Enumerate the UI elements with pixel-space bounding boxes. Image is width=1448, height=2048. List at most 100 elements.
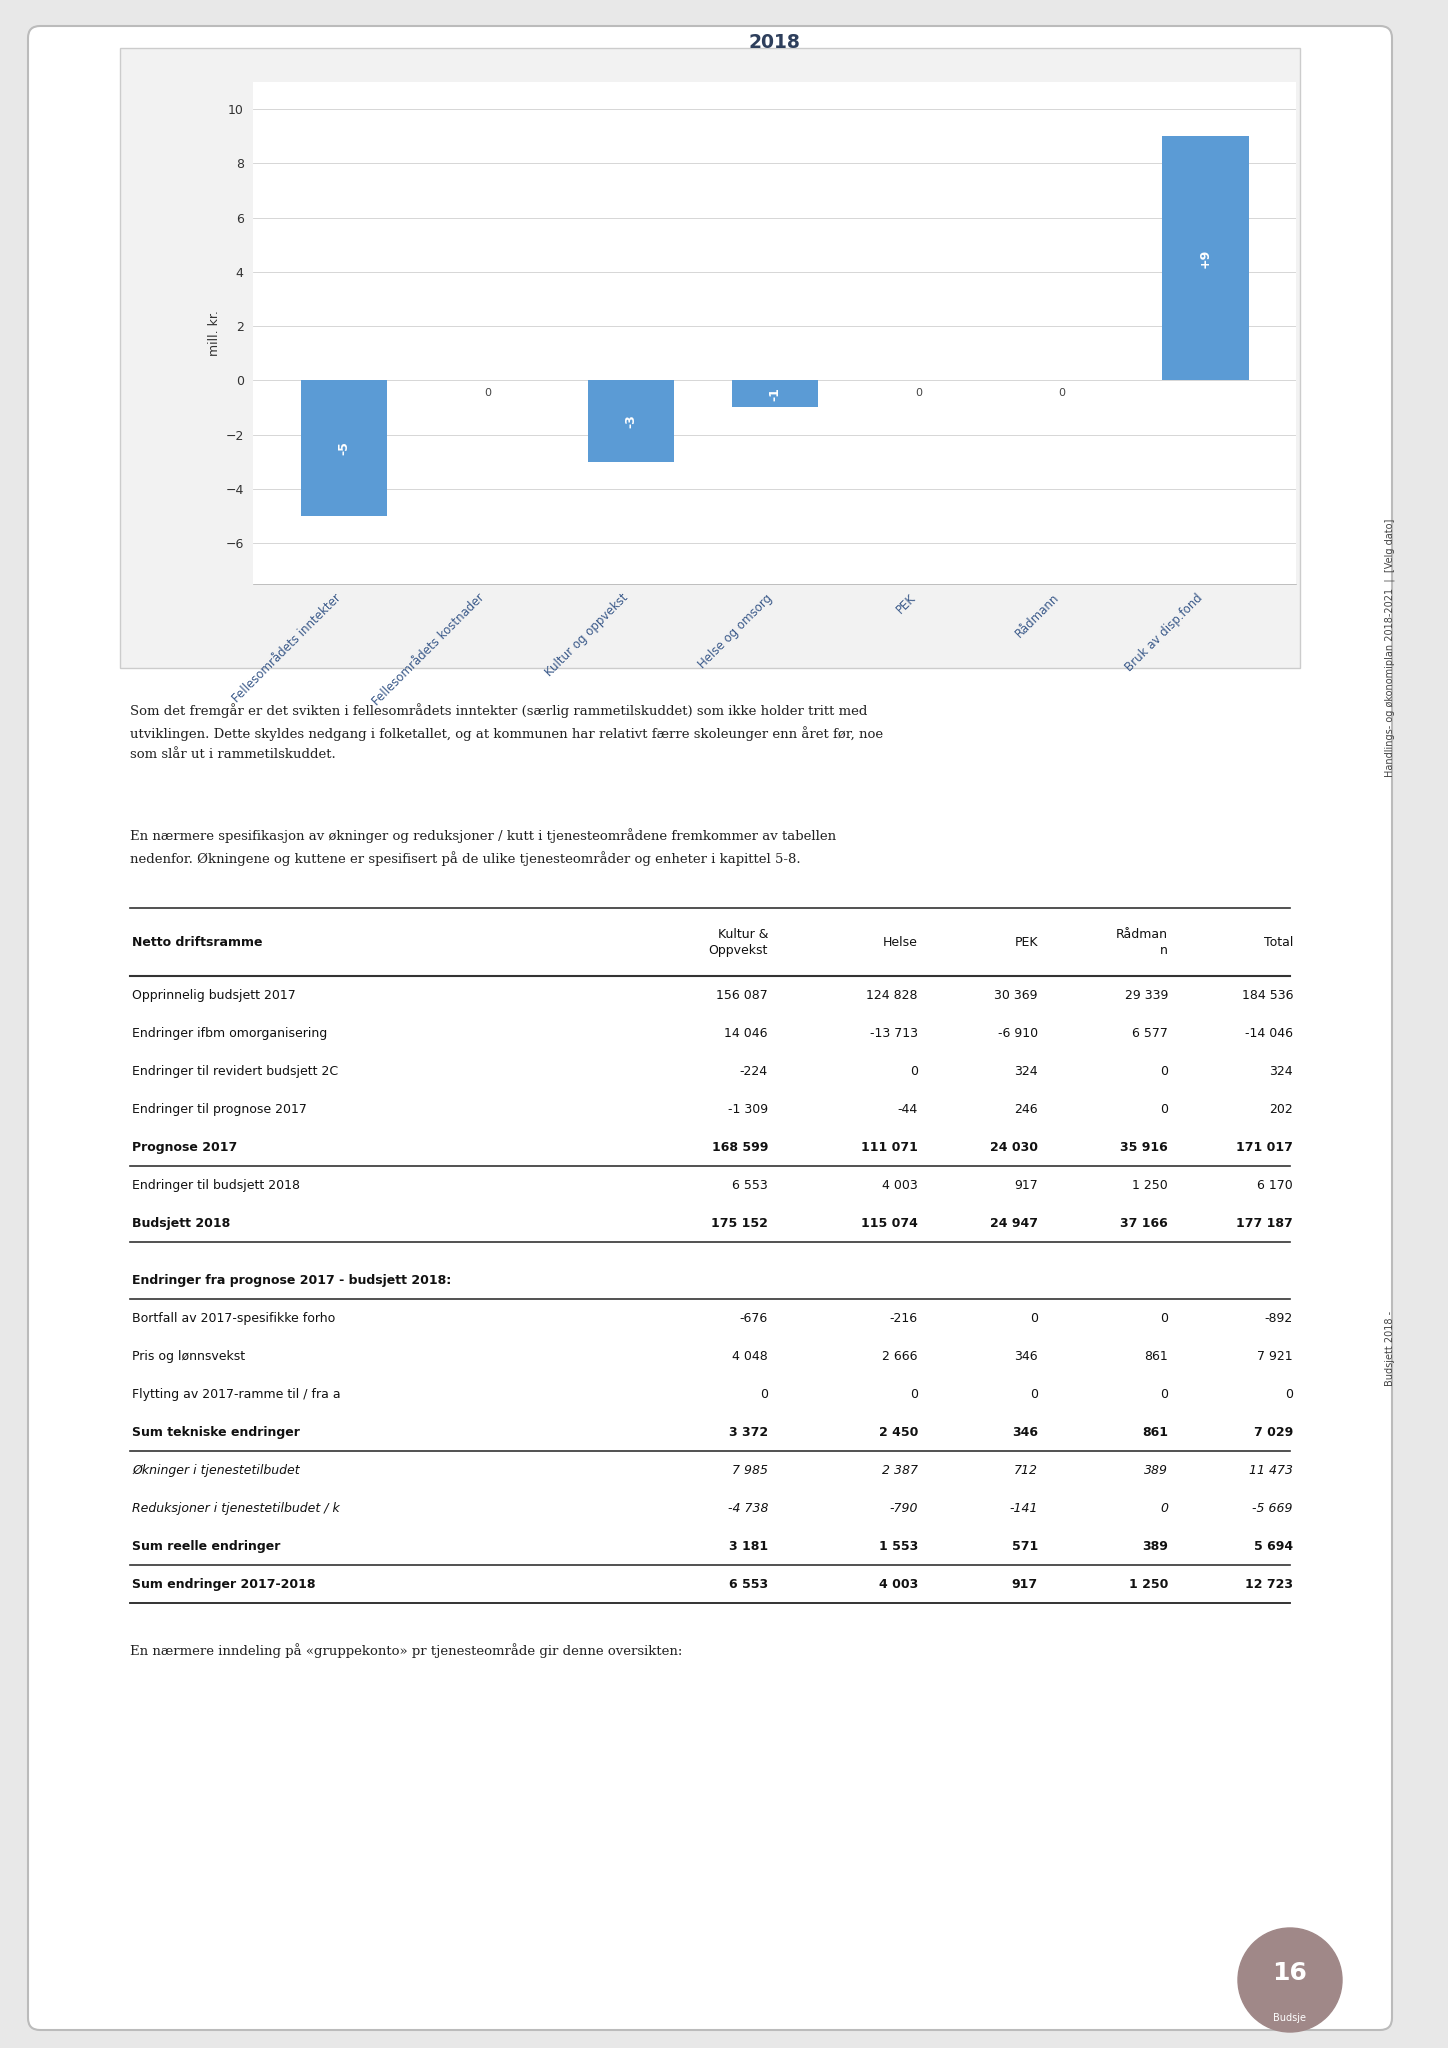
Text: 1 250: 1 250: [1132, 1180, 1169, 1192]
Text: -1 309: -1 309: [728, 1104, 767, 1116]
Text: 30 369: 30 369: [995, 989, 1038, 1001]
Text: 246: 246: [1015, 1104, 1038, 1116]
Text: 177 187: 177 187: [1237, 1217, 1293, 1231]
Text: 324: 324: [1270, 1065, 1293, 1077]
Text: Reduksjoner i tjenestetilbudet / k: Reduksjoner i tjenestetilbudet / k: [132, 1501, 340, 1516]
Text: 111 071: 111 071: [862, 1141, 918, 1153]
Text: Sum reelle endringer: Sum reelle endringer: [132, 1540, 281, 1552]
Text: 389: 389: [1144, 1464, 1169, 1477]
Text: 156 087: 156 087: [717, 989, 767, 1001]
Text: Som det fremgår er det svikten i fellesområdets inntekter (særlig rammetilskudde: Som det fremgår er det svikten i felleso…: [130, 702, 883, 762]
Text: Sum tekniske endringer: Sum tekniske endringer: [132, 1425, 300, 1440]
Text: 202: 202: [1270, 1104, 1293, 1116]
Text: 0: 0: [1160, 1065, 1169, 1077]
Text: 389: 389: [1142, 1540, 1169, 1552]
Text: Flytting av 2017-ramme til / fra a: Flytting av 2017-ramme til / fra a: [132, 1389, 340, 1401]
Text: Pris og lønnsvekst: Pris og lønnsvekst: [132, 1350, 245, 1362]
Text: 0: 0: [1030, 1389, 1038, 1401]
Text: 14 046: 14 046: [724, 1026, 767, 1040]
Text: 0: 0: [1030, 1313, 1038, 1325]
Text: 917: 917: [1012, 1577, 1038, 1591]
Text: 7 029: 7 029: [1254, 1425, 1293, 1440]
Text: Endringer til budsjett 2018: Endringer til budsjett 2018: [132, 1180, 300, 1192]
Text: 4 003: 4 003: [882, 1180, 918, 1192]
Text: Helse: Helse: [883, 936, 918, 948]
Text: 6 170: 6 170: [1257, 1180, 1293, 1192]
Text: 2 387: 2 387: [882, 1464, 918, 1477]
Text: 6 577: 6 577: [1132, 1026, 1169, 1040]
Text: 2 666: 2 666: [882, 1350, 918, 1362]
Text: 0: 0: [909, 1065, 918, 1077]
Text: En nærmere inndeling på «gruppekonto» pr tjenesteområde gir denne oversikten:: En nærmere inndeling på «gruppekonto» pr…: [130, 1642, 682, 1659]
Text: 2 450: 2 450: [879, 1425, 918, 1440]
Text: +9: +9: [1199, 248, 1212, 268]
Text: 24 030: 24 030: [990, 1141, 1038, 1153]
Text: -892: -892: [1264, 1313, 1293, 1325]
Text: Budsjett 2018: Budsjett 2018: [132, 1217, 230, 1231]
Text: 24 947: 24 947: [990, 1217, 1038, 1231]
Text: 0: 0: [1160, 1389, 1169, 1401]
Text: 6 553: 6 553: [728, 1577, 767, 1591]
Text: 7 921: 7 921: [1257, 1350, 1293, 1362]
Text: 16: 16: [1273, 1962, 1308, 1985]
Text: 0: 0: [484, 389, 491, 399]
Text: Økninger i tjenestetilbudet: Økninger i tjenestetilbudet: [132, 1464, 300, 1477]
Text: 0: 0: [1160, 1313, 1169, 1325]
Bar: [1163, 135, 1248, 381]
Text: -790: -790: [889, 1501, 918, 1516]
Text: 6 553: 6 553: [733, 1180, 767, 1192]
FancyBboxPatch shape: [28, 27, 1392, 2030]
Text: 917: 917: [1014, 1180, 1038, 1192]
Text: 0: 0: [915, 389, 922, 399]
Text: 861: 861: [1142, 1425, 1169, 1440]
Text: 1 553: 1 553: [879, 1540, 918, 1552]
Bar: [301, 381, 387, 516]
Text: 124 828: 124 828: [866, 989, 918, 1001]
Text: En nærmere spesifikasjon av økninger og reduksjoner / kutt i tjenesteområdene fr: En nærmere spesifikasjon av økninger og …: [130, 827, 835, 866]
Text: -4 738: -4 738: [727, 1501, 767, 1516]
Text: 29 339: 29 339: [1125, 989, 1169, 1001]
Text: -44: -44: [898, 1104, 918, 1116]
Text: -5: -5: [337, 440, 350, 455]
Text: 324: 324: [1015, 1065, 1038, 1077]
Text: Netto driftsramme: Netto driftsramme: [132, 936, 262, 948]
Text: -676: -676: [740, 1313, 767, 1325]
Text: 0: 0: [909, 1389, 918, 1401]
Text: 712: 712: [1014, 1464, 1038, 1477]
Text: 0: 0: [1160, 1501, 1169, 1516]
Text: 3 372: 3 372: [728, 1425, 767, 1440]
Text: 12 723: 12 723: [1245, 1577, 1293, 1591]
Text: -1: -1: [769, 387, 780, 401]
Text: -224: -224: [740, 1065, 767, 1077]
Text: 0: 0: [760, 1389, 767, 1401]
Text: 346: 346: [1012, 1425, 1038, 1440]
Text: -14 046: -14 046: [1245, 1026, 1293, 1040]
Text: 168 599: 168 599: [711, 1141, 767, 1153]
Bar: [731, 381, 818, 408]
Text: Sum endringer 2017-2018: Sum endringer 2017-2018: [132, 1577, 316, 1591]
Text: Endringer ifbm omorganisering: Endringer ifbm omorganisering: [132, 1026, 327, 1040]
Text: 184 536: 184 536: [1241, 989, 1293, 1001]
Text: 1 250: 1 250: [1128, 1577, 1169, 1591]
Text: 571: 571: [1012, 1540, 1038, 1552]
Text: Handlings- og økonomiplan 2018-2021  |  [Velg dato]: Handlings- og økonomiplan 2018-2021 | [V…: [1384, 518, 1396, 776]
Text: Budsjett 2018 -: Budsjett 2018 -: [1384, 1311, 1394, 1386]
Text: 861: 861: [1144, 1350, 1169, 1362]
Text: 37 166: 37 166: [1121, 1217, 1169, 1231]
Text: Rådman
n: Rådman n: [1116, 928, 1169, 956]
Text: Kultur &
Oppvekst: Kultur & Oppvekst: [708, 928, 767, 956]
Text: 11 473: 11 473: [1250, 1464, 1293, 1477]
Text: 5 694: 5 694: [1254, 1540, 1293, 1552]
Bar: [120, 47, 1300, 668]
Text: -141: -141: [1009, 1501, 1038, 1516]
Text: 35 916: 35 916: [1121, 1141, 1169, 1153]
Text: 0: 0: [1160, 1104, 1169, 1116]
Text: 171 017: 171 017: [1237, 1141, 1293, 1153]
Text: Prognose 2017: Prognose 2017: [132, 1141, 237, 1153]
Circle shape: [1238, 1927, 1342, 2032]
Text: Bortfall av 2017-spesifikke forho: Bortfall av 2017-spesifikke forho: [132, 1313, 336, 1325]
Text: -13 713: -13 713: [870, 1026, 918, 1040]
Text: Total: Total: [1264, 936, 1293, 948]
Text: Budsjе: Budsjе: [1273, 2013, 1306, 2023]
Text: -3: -3: [624, 414, 637, 428]
